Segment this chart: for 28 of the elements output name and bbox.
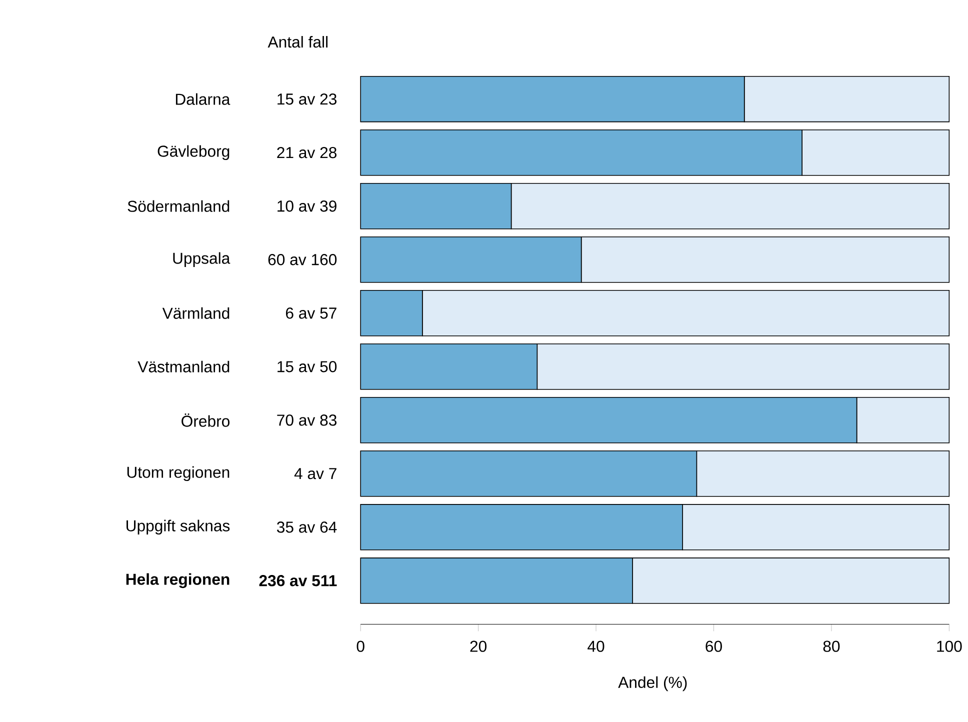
x-tick-label: 0 [356,640,364,652]
text: 35 av 64 [276,521,337,533]
y-tick-label: Dalarna [176,93,230,105]
x-tick-label: 20 [470,640,487,652]
x-axis-title: Andel (%) [618,676,687,691]
text: 15 av 23 [278,93,336,105]
y-tick-label: Utom regionen [127,466,230,481]
y-tick-label: Örebro [182,413,230,427]
text: 236 av 511 [259,574,337,586]
x-tick-label: 80 [823,640,840,652]
text: 70 av 83 [277,414,336,426]
y-tick-label: Gävleborg [158,145,230,160]
text: 4 av 7 [294,468,336,479]
y-tick-label: Uppsala [173,252,230,267]
text: 21 av 28 [277,146,336,158]
text: 10 av 39 [278,200,336,212]
y-tick-label: Värmland [162,307,230,319]
x-tick-label: 40 [588,640,604,652]
text: 15 av 50 [278,360,337,372]
y-tick-label: Västmanland [138,360,230,372]
text: Antal fall [268,36,328,48]
y-tick-label: Södermanland [128,200,230,212]
text: 6 av 57 [286,307,336,319]
y-tick-label: Uppgift saknas [126,520,230,534]
x-tick-label: 100 [937,640,962,652]
y-tick-label: Hela regionen [126,573,230,588]
text: 60 av 160 [268,254,337,266]
x-tick-label: 60 [706,640,722,652]
